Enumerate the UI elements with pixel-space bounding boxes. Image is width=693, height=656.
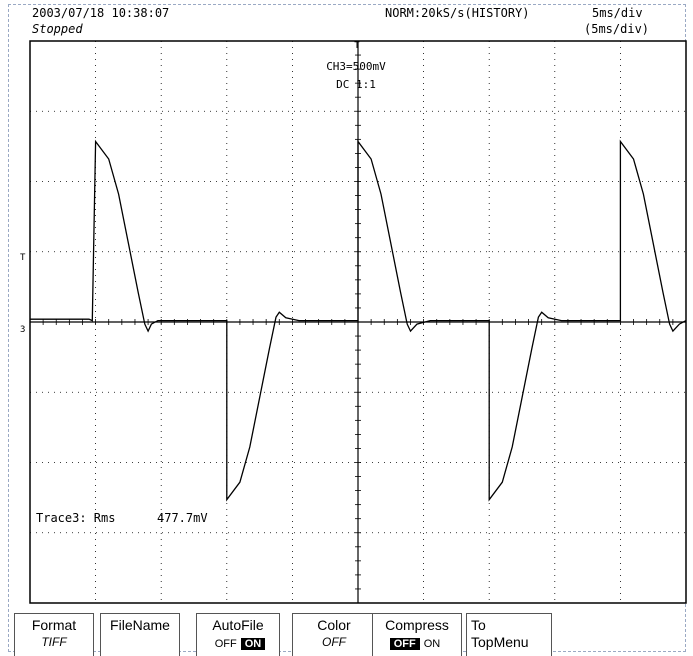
channel-coupling-label: DC 1:1 xyxy=(336,78,376,91)
channel-range-label: CH3=500mV xyxy=(326,60,386,73)
acquisition-mode: NORM:20kS/s(HISTORY) xyxy=(385,6,530,20)
measurement-value: 477.7mV xyxy=(157,511,208,525)
graticule-grid xyxy=(29,40,687,604)
datetime-label: 2003/07/18 10:38:07 xyxy=(32,6,170,20)
ground-level-marker: 3 xyxy=(20,325,25,335)
autofile-on-option[interactable]: ON xyxy=(240,638,266,650)
compress-softkey[interactable]: Compress OFF ON xyxy=(372,613,462,656)
to-topmenu-softkey[interactable]: To TopMenu xyxy=(466,613,552,656)
compress-on-option[interactable]: ON xyxy=(423,638,441,650)
timebase-secondary-label: (5ms/div) xyxy=(584,22,650,36)
waveform-display: T T 3 CH3=500mV DC 1:1 Trace3: Rms 477.7… xyxy=(20,40,687,604)
autofile-softkey-label: AutoFile xyxy=(212,617,264,633)
channel-3-trace xyxy=(30,139,687,502)
color-softkey[interactable]: Color OFF xyxy=(292,613,376,656)
color-softkey-label: Color xyxy=(317,617,351,633)
to-topmenu-softkey-sub: TopMenu xyxy=(471,634,529,650)
compress-off-option[interactable]: OFF xyxy=(389,638,420,650)
timebase-label: 5ms/div xyxy=(592,6,643,20)
compress-softkey-label: Compress xyxy=(385,617,449,633)
autofile-softkey[interactable]: AutoFile OFF ON xyxy=(196,613,280,656)
acquisition-status: Stopped xyxy=(32,22,83,36)
filename-softkey-label: FileName xyxy=(110,617,170,633)
format-softkey-label: Format xyxy=(31,617,77,633)
to-topmenu-softkey-label: To xyxy=(471,617,486,633)
measurement-label: Trace3: Rms xyxy=(36,511,115,525)
compress-toggle[interactable]: OFF ON xyxy=(373,636,461,653)
format-softkey[interactable]: Format TIFF xyxy=(14,613,94,656)
format-softkey-value: TIFF xyxy=(41,635,67,649)
autofile-off-option[interactable]: OFF xyxy=(214,638,237,650)
color-softkey-value: OFF xyxy=(322,635,346,649)
autofile-toggle[interactable]: OFF ON xyxy=(197,636,279,653)
filename-softkey[interactable]: FileName xyxy=(100,613,180,656)
trigger-level-marker: T xyxy=(20,253,26,263)
trigger-position-marker: T xyxy=(354,41,360,51)
